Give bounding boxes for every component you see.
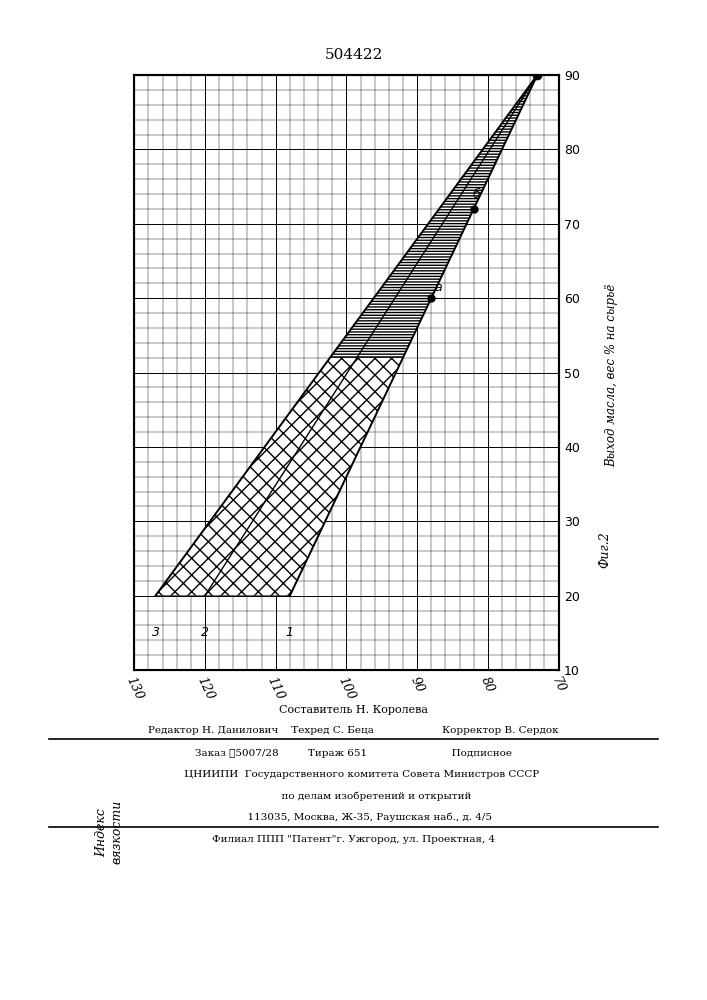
Text: а: а [434,281,442,294]
Text: б: б [473,188,481,201]
Text: 120: 120 [194,675,216,702]
Text: ЦНИИПИ  Государственного комитета Совета Министров СССР: ЦНИИПИ Государственного комитета Совета … [168,770,539,779]
Text: Выход масла, вес % на сырьё: Выход масла, вес % на сырьё [605,283,618,467]
Text: 504422: 504422 [325,48,382,62]
Text: Редактор Н. Данилович    Техред С. Беца                     Корректор В. Сердок: Редактор Н. Данилович Техред С. Беца Кор… [148,726,559,735]
Text: 113035, Москва, Ж-35, Раушская наб., д. 4/5: 113035, Москва, Ж-35, Раушская наб., д. … [215,812,492,822]
Text: 90: 90 [408,675,426,695]
Text: 130: 130 [123,675,146,702]
Text: Индекс
вязкости: Индекс вязкости [95,800,124,864]
Text: Филиал ППП "Патент"г. Ужгород, ул. Проектная, 4: Филиал ППП "Патент"г. Ужгород, ул. Проек… [212,835,495,844]
Text: Заказ ֶ5007/28         Тираж 651                          Подписное: Заказ ֶ5007/28 Тираж 651 Подписное [195,749,512,758]
Polygon shape [330,75,537,358]
Text: 70: 70 [549,675,568,695]
Text: 3: 3 [151,626,160,639]
Text: Составитель Н. Королева: Составитель Н. Королева [279,705,428,715]
Text: Фиг.2: Фиг.2 [598,532,611,568]
Text: 100: 100 [335,675,358,702]
Text: 2: 2 [201,626,209,639]
Text: 1: 1 [286,626,294,639]
Text: 110: 110 [264,675,287,702]
Polygon shape [156,358,403,596]
Text: 80: 80 [479,675,497,695]
Text: по делам изобретений и открытий: по делам изобретений и открытий [236,791,471,801]
